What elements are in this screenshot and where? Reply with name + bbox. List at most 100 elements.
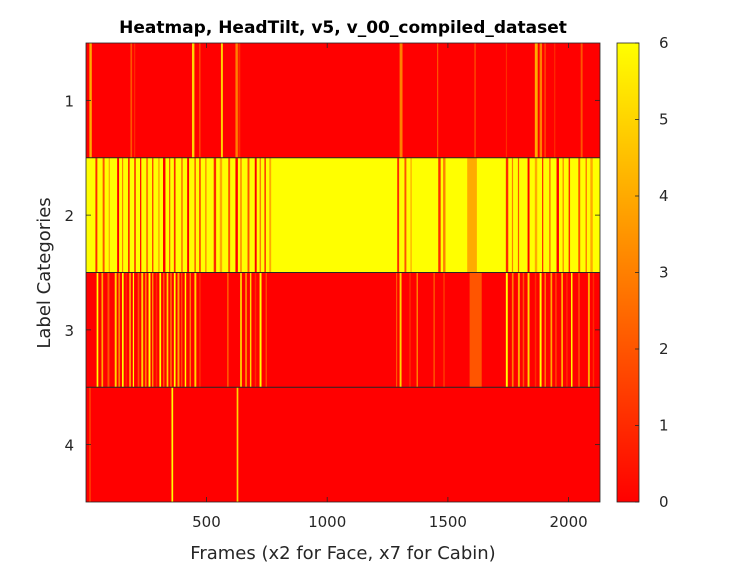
heatmap-cell xyxy=(254,157,257,273)
heatmap-cell xyxy=(121,272,124,388)
heatmap-cell xyxy=(571,272,573,388)
heatmap-cell xyxy=(238,43,241,158)
heatmap-cell xyxy=(107,272,110,388)
heatmap-cell xyxy=(101,272,104,388)
heatmap-cell xyxy=(568,157,571,273)
heatmap-cell xyxy=(163,157,166,273)
heatmap-cell xyxy=(534,272,537,388)
heatmap-cell xyxy=(141,272,144,388)
heatmap-cell xyxy=(191,43,195,158)
heatmap-row-1-background xyxy=(86,43,600,158)
heatmap-cell xyxy=(539,43,543,158)
heatmap-cell xyxy=(132,272,135,388)
heatmap-cell xyxy=(129,272,131,388)
heatmap-cell xyxy=(566,272,568,388)
x-tick-label: 1000 xyxy=(308,513,346,531)
heatmap-cell xyxy=(189,272,192,388)
colorbar-tick-label: 3 xyxy=(659,264,669,282)
heatmap-cell xyxy=(534,157,538,273)
heatmap-cell xyxy=(173,272,176,388)
heatmap-cell xyxy=(539,272,542,388)
heatmap-cell xyxy=(527,272,530,388)
heatmap-cell xyxy=(265,272,267,388)
heatmap-cell xyxy=(199,43,201,158)
heatmap-cell xyxy=(194,272,197,388)
heatmap-cell xyxy=(554,43,556,158)
colorbar-tick-label: 0 xyxy=(659,493,669,511)
y-tick-label: 2 xyxy=(64,207,74,225)
heatmap-cell xyxy=(170,272,172,388)
heatmap-cell xyxy=(199,157,201,273)
heatmap-cell xyxy=(166,272,169,388)
heatmap-cell xyxy=(578,157,581,273)
heatmap-cell xyxy=(155,272,158,388)
heatmap-cell xyxy=(173,157,176,273)
heatmap-cell xyxy=(118,272,121,388)
heatmap-cell xyxy=(443,272,446,388)
heatmap-cell xyxy=(240,157,242,273)
heatmap-cell xyxy=(556,157,559,273)
heatmap-cell xyxy=(95,157,98,273)
y-tick-label: 3 xyxy=(64,322,74,340)
heatmap-cell xyxy=(438,157,441,273)
heatmap-plot-area xyxy=(86,43,600,502)
heatmap-cell xyxy=(467,157,477,273)
heatmap-cell xyxy=(254,272,257,388)
heatmap-cell xyxy=(130,43,133,158)
heatmap-cell xyxy=(177,272,180,388)
colorbar-tick-label: 1 xyxy=(659,417,669,435)
heatmap-cell xyxy=(236,387,239,502)
heatmap-cell xyxy=(269,157,272,273)
y-tick-label: 4 xyxy=(64,437,74,455)
heatmap-cell xyxy=(505,272,508,388)
heatmap-cell xyxy=(549,157,551,273)
heatmap-cell xyxy=(199,272,201,388)
colorbar-tick-label: 5 xyxy=(659,111,669,129)
heatmap-cell xyxy=(181,157,183,273)
heatmap-cell xyxy=(108,157,110,273)
heatmap-cell xyxy=(247,157,250,273)
x-tick-label: 2000 xyxy=(550,513,588,531)
heatmap-cell xyxy=(474,43,476,158)
heatmap-cell xyxy=(534,43,538,158)
heatmap-cell xyxy=(187,157,190,273)
heatmap-cell xyxy=(194,157,196,273)
heatmap-cell xyxy=(125,272,127,388)
heatmap-cell xyxy=(226,272,229,388)
heatmap-cell xyxy=(213,157,217,273)
heatmap-cell xyxy=(148,272,151,388)
y-axis: 1 2 3 4 xyxy=(64,92,600,455)
heatmap-cell xyxy=(511,272,514,388)
heatmap-cell xyxy=(410,157,412,273)
heatmap-cell xyxy=(114,272,117,388)
y-axis-label: Label Categories xyxy=(34,197,55,348)
heatmap-cell xyxy=(505,43,508,158)
heatmap-cell xyxy=(416,272,418,388)
heatmap-cell xyxy=(399,43,403,158)
heatmap-cell xyxy=(259,157,262,273)
heatmap-cell xyxy=(96,272,99,388)
heatmap-cell xyxy=(511,157,514,273)
y-tick-label: 1 xyxy=(64,92,74,110)
x-axis-label: Frames (x2 for Face, x7 for Cabin) xyxy=(190,543,495,564)
heatmap-cell xyxy=(397,157,400,273)
heatmap-cell xyxy=(152,272,154,388)
plot-frame xyxy=(85,42,601,503)
heatmap-cell xyxy=(561,272,563,388)
heatmap-cell xyxy=(240,272,242,388)
heatmap-cell xyxy=(469,272,482,388)
heatmap-cell xyxy=(592,272,595,388)
heatmap-cell xyxy=(433,272,435,388)
heatmap-cell xyxy=(144,272,147,388)
heatmap-cell xyxy=(395,272,398,388)
chart-title: Heatmap, HeadTilt, v5, v_00_compiled_dat… xyxy=(119,18,567,38)
colorbar-tick-label: 2 xyxy=(659,340,669,358)
heatmap-cell xyxy=(146,157,149,273)
heatmap-cell xyxy=(184,272,187,388)
heatmap-cell xyxy=(219,157,223,273)
heatmap-cell xyxy=(140,157,142,273)
heatmap-row-2-background xyxy=(86,157,600,273)
heatmap-cell xyxy=(437,43,439,158)
heatmap-cell xyxy=(134,157,136,273)
